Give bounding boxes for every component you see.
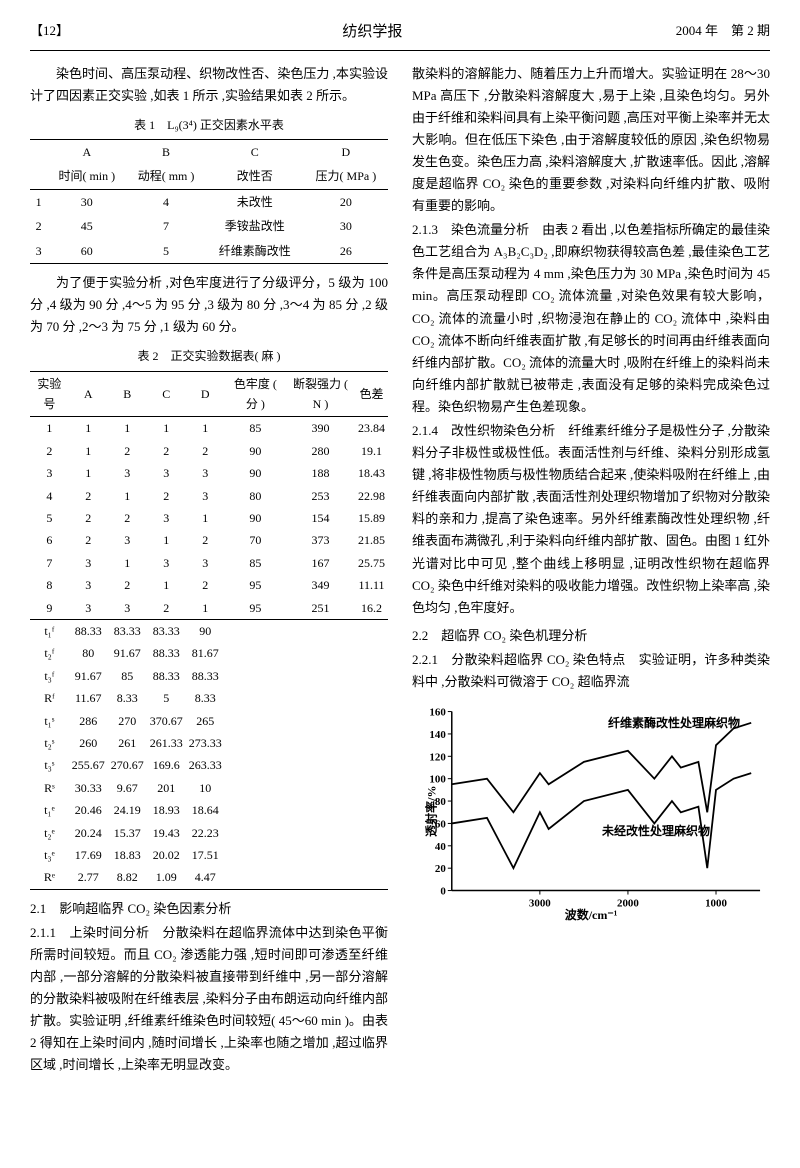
chart-svg: 160140120100806040200300020001000: [412, 701, 770, 921]
table-row: t₁ᵉ20.4624.1918.9318.64: [30, 799, 388, 821]
table-row: t₃ˢ255.67270.67169.6263.33: [30, 754, 388, 776]
chart-label-modified: 纤维素酶改性处理麻织物: [608, 713, 740, 733]
intro-para: 染色时间、高压泵动程、织物改性否、染色压力 ,本实验设计了四因素正交实验 ,如表…: [30, 63, 388, 107]
svg-text:140: 140: [429, 729, 446, 741]
svg-text:20: 20: [435, 863, 446, 875]
right-p2: 2.1.3 染色流量分析 由表 2 看出 ,以色差指标所确定的最佳染色工艺组合为…: [412, 219, 770, 418]
chart-ylabel: 透射率/%: [421, 786, 441, 837]
table2-header-row: 实验号 A B C D 色牢度 ( 分 ) 断裂强力 ( N ) 色差: [30, 371, 388, 417]
table-row: 731338516725.75: [30, 552, 388, 574]
table-row: Rᶠ11.678.3358.33: [30, 687, 388, 709]
table-row: 1304未改性20: [30, 189, 388, 214]
table-row: t₁ˢ286270370.67265: [30, 710, 388, 732]
right-p1: 散染料的溶解能力、随着压力上升而增大。实验证明在 28～30 MPa 高压下 ,…: [412, 63, 770, 218]
section-2-1: 2.1 影响超临界 CO₂ 染色因素分析: [30, 898, 388, 920]
table-row: t₂ᶠ8091.6788.3381.67: [30, 642, 388, 664]
right-p3: 2.1.4 改性织物染色分析 纤维素纤维分子是极性分子 ,分散染料分子非极性或极…: [412, 420, 770, 619]
table-row: t₁ᶠ88.3383.3383.3390: [30, 620, 388, 643]
table1-subheader-row: 时间( min ) 动程( mm ) 改性否 压力( MPa ): [30, 164, 388, 189]
content-columns: 染色时间、高压泵动程、织物改性否、染色压力 ,本实验设计了四因素正交实验 ,如表…: [30, 63, 770, 1079]
svg-text:3000: 3000: [529, 898, 551, 910]
chart-label-unmodified: 未经改性处理麻织物: [602, 821, 710, 841]
table1-caption: 表 1 L₉(3⁴) 正交因素水平表: [30, 115, 388, 135]
table-row: 3605纤维素酶改性26: [30, 239, 388, 264]
svg-text:2000: 2000: [617, 898, 639, 910]
svg-text:120: 120: [429, 751, 446, 763]
right-p4: 2.2.1 分散染料超临界 CO₂ 染色特点 实验证明，许多种类染料中 ,分散染…: [412, 649, 770, 693]
table-row: 421238025322.98: [30, 485, 388, 507]
table-row: 933219525116.2: [30, 597, 388, 620]
svg-text:40: 40: [435, 841, 446, 853]
table-row: 2457季铵盐改性30: [30, 214, 388, 238]
table2: 实验号 A B C D 色牢度 ( 分 ) 断裂强力 ( N ) 色差 1111…: [30, 371, 388, 890]
svg-text:100: 100: [429, 774, 446, 786]
journal-title: 纺织学报: [342, 20, 402, 46]
ir-spectrum-chart: 纤维素酶改性处理麻织物 未经改性处理麻织物 透射率/% 波数/cm⁻¹ 1601…: [412, 701, 770, 921]
right-column: 散染料的溶解能力、随着压力上升而增大。实验证明在 28～30 MPa 高压下 ,…: [412, 63, 770, 1079]
table-row: Rˢ30.339.6720110: [30, 777, 388, 799]
table2-caption: 表 2 正交实验数据表( 麻 ): [30, 346, 388, 366]
table-row: t₃ᶠ91.678588.3388.33: [30, 665, 388, 687]
table1: A B C D 时间( min ) 动程( mm ) 改性否 压力( MPa )…: [30, 139, 388, 264]
chart-xlabel: 波数/cm⁻¹: [565, 905, 618, 925]
issue-info: 2004 年 第 2 期: [676, 20, 770, 46]
table-row: 832129534911.11: [30, 574, 388, 596]
svg-text:0: 0: [440, 886, 446, 898]
table-row: 313339018818.43: [30, 462, 388, 484]
table-row: 522319015415.89: [30, 507, 388, 529]
table-row: 623127037321.85: [30, 529, 388, 551]
table-row: 111118539023.84: [30, 417, 388, 440]
grading-para: 为了便于实验分析 ,对色牢度进行了分级评分，5 级为 100 分 ,4 级为 9…: [30, 272, 388, 338]
table-row: 212229028019.1: [30, 440, 388, 462]
section-2-2: 2.2 超临界 CO₂ 染色机理分析: [412, 625, 770, 647]
table-row: t₂ˢ260261261.33273.33: [30, 732, 388, 754]
section-2-1-1: 2.1.1 上染时间分析 分散染料在超临界流体中达到染色平衡所需时间较短。而且 …: [30, 922, 388, 1077]
table-row: t₂ᵉ20.2415.3719.4322.23: [30, 822, 388, 844]
page-header: 【12】 纺织学报 2004 年 第 2 期: [30, 20, 770, 51]
page-number: 【12】: [30, 20, 69, 46]
svg-text:1000: 1000: [705, 898, 727, 910]
left-column: 染色时间、高压泵动程、织物改性否、染色压力 ,本实验设计了四因素正交实验 ,如表…: [30, 63, 388, 1079]
table1-header-row: A B C D: [30, 140, 388, 165]
svg-text:160: 160: [429, 707, 446, 719]
table-row: Rᵉ2.778.821.094.47: [30, 866, 388, 889]
table-row: t₃ᵉ17.6918.8320.0217.51: [30, 844, 388, 866]
